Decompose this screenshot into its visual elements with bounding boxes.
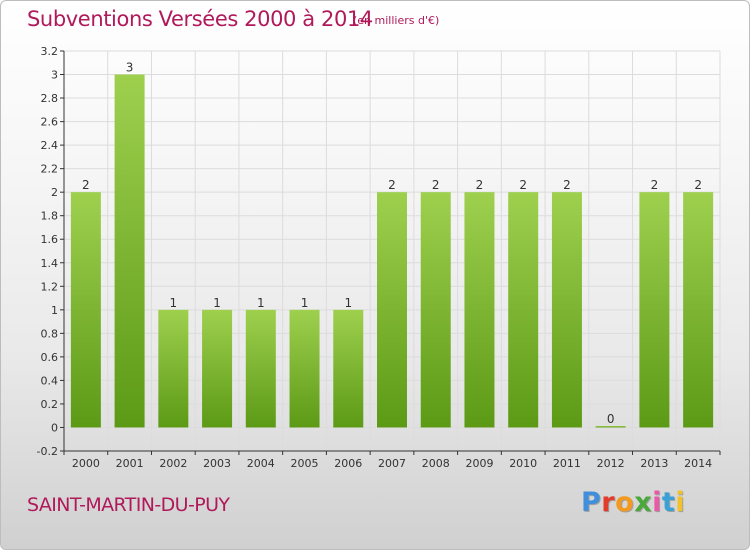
value-label-2012: 0 <box>607 412 615 426</box>
y-tick-label: 2.6 <box>41 116 59 129</box>
x-tick-label-2006: 2006 <box>334 457 362 470</box>
y-tick-label: 2.8 <box>41 92 59 105</box>
x-tick-label-2012: 2012 <box>597 457 625 470</box>
value-label-2001: 3 <box>126 61 134 75</box>
value-label-2000: 2 <box>82 178 90 192</box>
value-label-2007: 2 <box>388 178 396 192</box>
y-tick-label: -0.2 <box>37 445 58 458</box>
y-tick-label: 0.8 <box>41 327 59 340</box>
x-tick-label-2008: 2008 <box>422 457 450 470</box>
x-tick-label-2002: 2002 <box>159 457 187 470</box>
x-tick-label-2000: 2000 <box>72 457 100 470</box>
value-label-2011: 2 <box>563 178 571 192</box>
logo-letter: t <box>661 487 676 518</box>
value-label-2010: 2 <box>519 178 527 192</box>
value-label-2004: 1 <box>257 296 265 310</box>
x-tick-label-2003: 2003 <box>203 457 231 470</box>
bar-2007 <box>377 192 407 428</box>
bar-2009 <box>464 192 495 428</box>
y-tick-label: 3.2 <box>41 45 59 58</box>
y-tick-label: 0.6 <box>41 351 59 364</box>
y-tick-label: 0.4 <box>41 374 59 387</box>
bar-2010 <box>508 192 539 428</box>
x-tick-label-2011: 2011 <box>553 457 581 470</box>
bar-2014 <box>683 192 714 428</box>
value-label-2005: 1 <box>301 296 309 310</box>
value-label-2003: 1 <box>213 296 221 310</box>
logo-letter: i <box>652 487 662 518</box>
bar-2008 <box>420 192 451 428</box>
value-label-2009: 2 <box>476 178 484 192</box>
x-tick-label-2001: 2001 <box>116 457 144 470</box>
x-tick-label-2007: 2007 <box>378 457 406 470</box>
y-tick-label: 1.4 <box>41 257 59 270</box>
y-tick-label: 2 <box>51 186 58 199</box>
x-tick-label-2005: 2005 <box>291 457 319 470</box>
bar-2002 <box>158 309 189 428</box>
chart-title: Subventions Versées 2000 à 2014 <box>27 7 373 31</box>
value-label-2014: 2 <box>694 178 702 192</box>
x-tick-label-2013: 2013 <box>640 457 668 470</box>
bar-2013 <box>639 192 670 428</box>
y-tick-label: 1.8 <box>41 210 59 223</box>
value-label-2006: 1 <box>344 296 352 310</box>
bar-2006 <box>333 309 364 428</box>
y-tick-label: 1 <box>51 304 58 317</box>
x-tick-label-2010: 2010 <box>509 457 537 470</box>
y-tick-label: 0.2 <box>41 398 59 411</box>
value-label-2013: 2 <box>651 178 659 192</box>
bar-2000 <box>70 192 101 428</box>
labels: -0.2 0 0.2 0.4 0.6 0.8 1 1.2 1.4 1.6 1.8 2 2.2 2.4 2.6… <box>37 45 713 470</box>
y-tick-label: 2.4 <box>41 139 59 152</box>
bar-2005 <box>289 309 320 428</box>
bars <box>70 74 714 428</box>
bar-2003 <box>202 309 233 428</box>
y-tick-label: 0 <box>51 421 58 434</box>
logo-letter: P <box>581 487 602 518</box>
value-label-2002: 1 <box>170 296 178 310</box>
y-tick-label: 2.2 <box>41 163 59 176</box>
logo-letter: i <box>675 487 686 518</box>
chart-subtitle: (en milliers d'€) <box>353 14 440 27</box>
y-tick-label: 3 <box>51 69 58 82</box>
x-tick-label-2004: 2004 <box>247 457 275 470</box>
bar-2004 <box>245 309 276 428</box>
commune-name: SAINT-MARTIN-DU-PUY <box>27 494 230 516</box>
bar-2001 <box>114 74 145 428</box>
y-tick-label: 1.6 <box>41 233 59 246</box>
bar-2012 <box>595 425 626 428</box>
axes <box>60 50 721 455</box>
bar-2011 <box>551 192 582 428</box>
x-tick-label-2014: 2014 <box>684 457 712 470</box>
y-tick-label: 1.2 <box>41 280 59 293</box>
proxiti-logo: Proxiti <box>581 487 685 518</box>
logo-letter: x <box>634 487 653 518</box>
value-label-2008: 2 <box>432 178 440 192</box>
logo-letter: o <box>615 487 635 518</box>
logo-letter: r <box>601 487 616 518</box>
x-tick-label-2009: 2009 <box>465 457 493 470</box>
